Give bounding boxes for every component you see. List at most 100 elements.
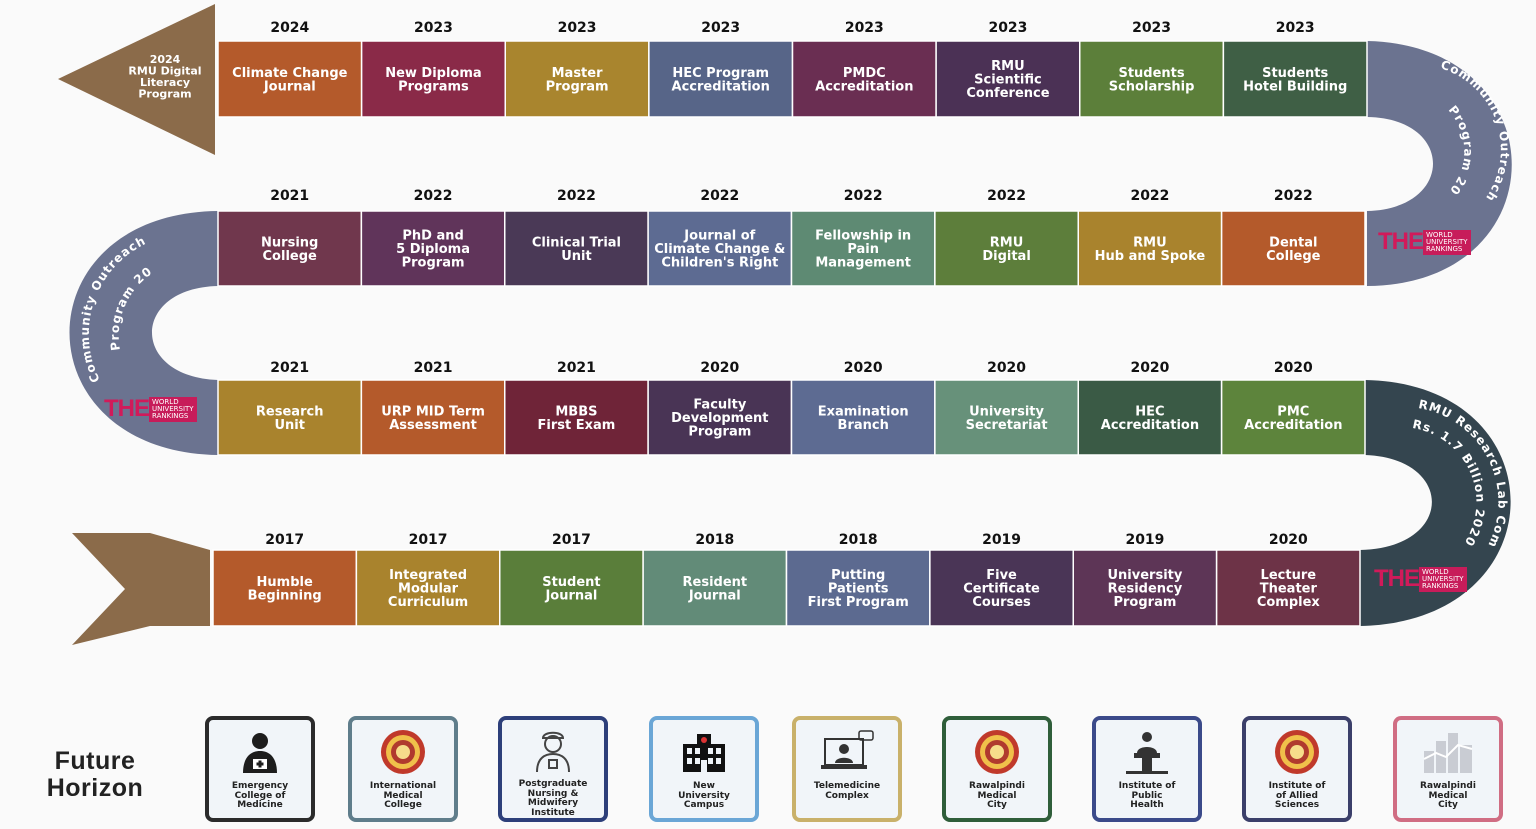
milestone-year: 2022 [414,188,453,204]
curve-band [1360,380,1511,626]
milestone-year: 2022 [700,188,739,204]
timeline-milestone: 2022 PhD and 5 Diploma Program [360,188,506,287]
milestone-label: Journal of Climate Change & Children's Rig… [654,229,785,271]
milestone-year: 2017 [552,532,591,548]
future-card-label: New University Campus [678,781,730,810]
milestone-label: Resident Journal [683,575,748,604]
timeline-milestone: 2018 Putting Patients First Program [785,532,931,627]
milestone-label: Putting Patients First Program [808,568,909,610]
milestone-label: Five Certificate Courses [963,568,1040,610]
timeline-milestone: 2020 HEC Accreditation [1077,360,1223,456]
badge-line: RANKINGS [1426,244,1463,253]
milestone-label: Climate Change Journal [232,66,347,95]
timeline-milestone: 2019 Five Certificate Courses [929,532,1074,627]
future-card: Rawalpindi Medical City [942,716,1052,822]
curve-band [1367,41,1512,286]
timeline-milestone: 2023 PMDC Accreditation [791,20,937,118]
milestone-year: 2024 [270,20,309,36]
the-logo: THE [1378,228,1424,255]
city-icon [1420,726,1476,778]
future-card-label: International Medical College [369,781,437,810]
milestone-year: 2020 [1130,360,1169,376]
future-card-label: Emergency College of Medicine [231,781,289,810]
building-icon [679,726,729,778]
timeline-milestone: 2022 RMU Hub and Spoke [1077,188,1223,287]
milestone-label: Master Program [546,66,609,95]
timeline-milestone: 2021 URP MID Term Assessment [360,360,506,456]
timeline-milestone: 2017 Student Journal [499,532,644,627]
timeline-milestone: 2020 PMC Accreditation [1220,360,1366,456]
milestone-year: 2022 [1274,188,1313,204]
milestone-year: 2018 [695,532,734,548]
future-card-label: Postgraduate Nursing & Midwifery Institute [518,779,588,818]
timeline-milestone: 2020 Faculty Development Program [647,360,793,456]
timeline-milestone: 2020 Examination Branch [790,360,936,456]
the-rankings-badge: THE WORLD UNIVERSITY RANKINGS [1374,565,1467,593]
future-card: New University Campus [649,716,759,822]
timeline-milestone: 2023 Students Scholarship [1079,20,1225,118]
milestone-label: HEC Accreditation [1101,404,1199,433]
milestone-label: PMC Accreditation [1244,404,1342,433]
milestone-block [504,379,649,456]
milestone-block [785,549,931,627]
timeline-milestone: 2021 Research Unit [217,360,363,456]
future-title-line-2: Horizon [46,774,144,802]
milestone-label: Fellowship in Pain Management [815,229,911,271]
future-card: Telemedicine Complex [792,716,902,822]
milestone-year: 2017 [409,532,448,548]
future-card: Institute of of Allied Sciences [1242,716,1352,822]
future-card-label: Telemedicine Complex [813,781,881,801]
milestone-block [1220,210,1366,287]
milestone-year: 2020 [700,360,739,376]
future-card-label: Rawalpindi Medical City [1420,781,1476,810]
timeline-milestone: 2021 Nursing College [217,188,363,287]
timeline-milestone: 2023 Master Program [504,20,650,118]
milestone-label: Clinical Trial Unit [532,235,621,264]
milestone-label: Lecture Theater Complex [1257,568,1321,610]
timeline-milestone: 2023 Students Hotel Building [1222,20,1368,118]
milestone-block [647,210,793,287]
milestone-year: 2020 [1269,532,1308,548]
the-logo: THE [104,395,150,422]
future-card-label: Institute of Public Health [1118,781,1176,810]
timeline-milestone: 2022 Journal of Climate Change & Children's… [647,188,793,287]
future-card-label: Rawalpindi Medical City [969,781,1025,810]
milestone-year: 2023 [1132,20,1171,36]
milestone-block [935,40,1081,118]
badge-line: RANKINGS [152,411,189,420]
future-card: Rawalpindi Medical City [1393,716,1503,822]
future-card: Postgraduate Nursing & Midwifery Institute [498,716,608,822]
milestone-block [1077,210,1223,287]
milestone-label: Research Unit [256,404,324,433]
future-card-label: Institute of of Allied Sciences [1268,781,1326,810]
timeline-milestone: 2022 Dental College [1220,188,1366,287]
milestone-year: 2017 [265,532,304,548]
arrow-head: 2024 RMU Digital Literacy Program [58,4,215,155]
milestone-label: University Residency Program [1108,568,1183,610]
timeline-milestone: 2017 Integrated Modular Curriculum [355,532,501,627]
timeline-milestone: 2019 University Residency Program [1072,532,1218,627]
milestone-block [217,379,363,456]
milestone-year: 2020 [1274,360,1313,376]
nurse-icon [531,726,575,776]
milestone-block [1222,40,1368,118]
milestone-label: Integrated Modular Curriculum [388,568,468,610]
milestone-block [648,40,794,118]
future-title-line-1: Future [54,747,136,775]
milestone-label: Students Scholarship [1109,66,1195,95]
curve-band [69,211,218,455]
milestone-label: Humble Beginning [248,575,322,604]
milestone-block [791,40,937,118]
timeline-milestone: 2023 HEC Program Accreditation [648,20,794,118]
badge-line: UNIVERSITY [1422,574,1464,583]
milestone-block [360,210,506,287]
milestone-block [212,549,358,627]
milestone-year: 2023 [1276,20,1315,36]
badge-line: RANKINGS [1422,581,1459,590]
milestone-label: PMDC Accreditation [815,66,913,95]
milestone-year: 2022 [844,188,883,204]
timeline-milestone: 2017 Humble Beginning [212,532,358,627]
arrow-tail [72,533,210,645]
the-rankings-badge: THE WORLD UNIVERSITY RANKINGS [104,395,197,423]
milestone-year: 2021 [270,188,309,204]
